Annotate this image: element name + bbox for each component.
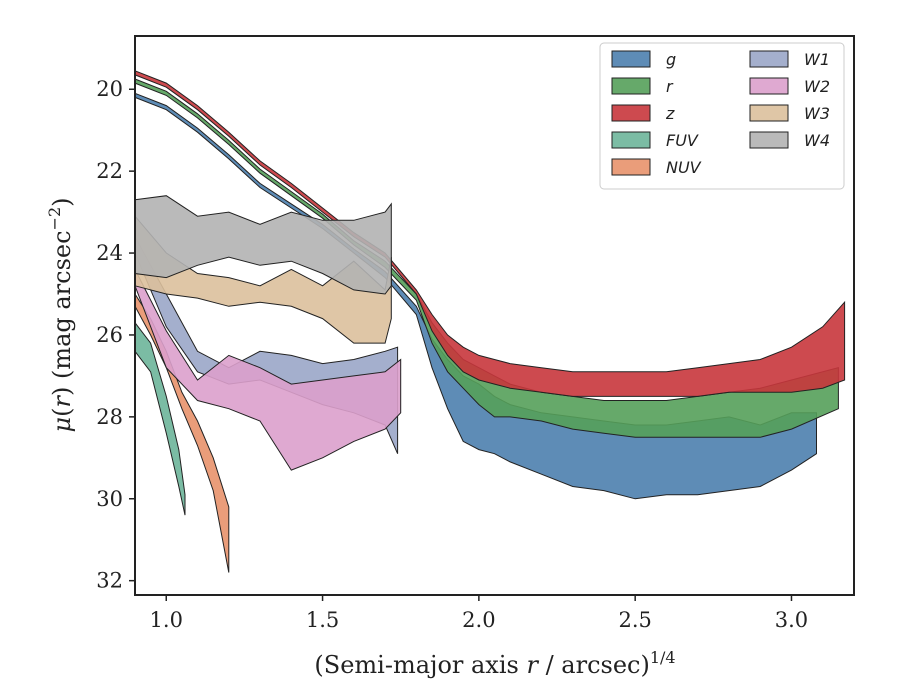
legend-swatch-w2 [749,77,789,95]
x-axis-label: (Semi-major axis r / arcsec)1/4 [314,648,675,679]
legend-swatch-w4 [749,131,789,149]
legend-swatch-z [611,104,651,122]
y-tick-label: 26 [96,323,123,347]
y-tick-label: 24 [96,241,123,265]
legend-label-w3: W3 [804,104,830,123]
legend-label-w2: W2 [804,77,830,96]
y-axis-ticks: 20 22 24 26 28 30 32 [96,77,135,593]
band-w4 [134,195,392,295]
plot-frame [134,35,855,596]
legend-label-r: r [666,77,674,96]
x-tick-label: 3.0 [775,608,808,632]
y-tick-label: 30 [96,487,123,511]
x-tick-label: 1.0 [150,608,183,632]
legend-label-w4: W4 [804,131,830,150]
legend-swatch-fuv [611,131,651,149]
legend-swatch-r [611,77,651,95]
legend-label-g: g [666,50,676,69]
x-tick-label: 1.5 [306,608,339,632]
legend-label-fuv: FUV [666,131,699,150]
band-w3 [134,214,392,344]
band-areas [134,70,846,573]
band-fuv [134,321,186,516]
x-axis-ticks: 1.0 1.5 2.0 2.5 3.0 [150,595,808,632]
legend-swatch-w1 [749,50,789,68]
legend-swatch-g [611,50,651,68]
y-tick-label: 22 [96,159,123,183]
legend-label-z: z [665,104,675,123]
legend-label-nuv: NUV [666,158,702,177]
legend-label-w1: W1 [804,50,830,69]
x-tick-label: 2.5 [618,608,651,632]
legend: grz FUV NUV W1 W2 W3 W4 [599,42,845,190]
band-w2 [134,269,402,471]
x-tick-label: 2.0 [462,608,495,632]
y-tick-label: 32 [96,569,123,593]
y-tick-label: 28 [96,405,123,429]
legend-swatch-nuv [611,158,651,176]
y-axis-label: μ(r) (mag arcsec−2) [45,197,76,432]
y-tick-label: 20 [96,77,123,101]
legend-swatch-w3 [749,104,789,122]
